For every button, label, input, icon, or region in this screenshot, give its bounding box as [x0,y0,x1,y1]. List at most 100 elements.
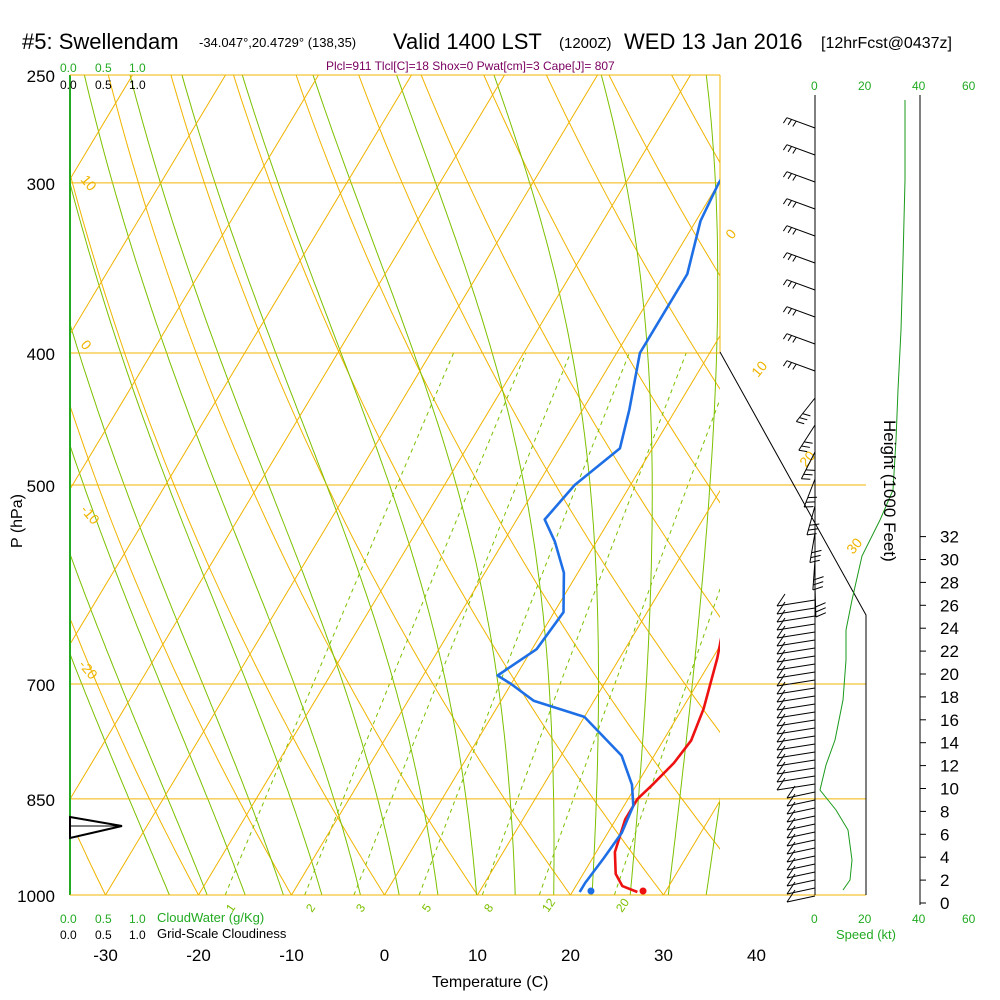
wind-barb-feather [792,336,797,343]
mixing-ratio-label: 8 [481,901,496,915]
wind-barb-feather [786,785,796,799]
parcel-indices: Plcl=911 Tlcl[C]=18 Shox=0 Pwat[cm]=3 Ca… [326,59,615,73]
temperature-tick-label: -30 [93,946,118,965]
height-tick-label: 22 [940,642,959,661]
dry-adiabat-line [845,51,1000,924]
wind-barb [786,799,816,807]
mixing-ratio-line [224,352,455,895]
dry-adiabats [70,51,1000,924]
wind-barb-feather [787,146,792,153]
temperature-tick-label: 0 [380,946,389,965]
height-tick-label: 28 [940,573,959,592]
moist-adiabat-line [181,75,439,895]
wind-barb [795,397,816,422]
scale-tick-label: 0.5 [95,912,112,926]
pressure-tick-label: 300 [27,175,55,194]
wind-barb-feather [787,308,792,315]
dry-adiabat-line [420,75,720,618]
wind-barb-feather [787,227,792,234]
wind-barb-feather [776,665,786,679]
height-tick-label: 12 [940,757,959,776]
wind-speed-tick: 40 [912,912,926,926]
wind-barb-feather [792,363,797,370]
wind-barb-feather [792,282,797,289]
moist-adiabat-line [83,75,362,895]
moist-adiabat-line [70,322,284,895]
cloudiness-scale-bottom: 0.0 0.5 1.0 [60,928,146,942]
wind-barb [809,532,816,563]
wind-barb [786,895,816,903]
wind-barb-feather [815,607,826,613]
wind-barb-feather [811,549,822,554]
wind-barb-feather [813,581,824,586]
station-title: #5: Swellendam [22,29,179,54]
station-coords: -34.047°,20.4729° (138,35) [199,35,356,50]
isotherm-label: 30 [843,535,865,557]
wind-barb-feather [776,593,786,607]
wind-barb-feather [786,889,796,903]
wind-barb [786,879,816,887]
wind-barb-feather [801,478,811,480]
profiles [496,178,720,894]
wind-barb-feather [786,849,796,863]
dry-adiabat-line [107,75,479,895]
wind-barb-feather [776,641,786,655]
mixing-ratio-label: 3 [353,901,368,915]
speed-label: Speed (kt) [836,927,896,942]
wind-barb-feather [786,857,796,871]
moist-adiabat-line [70,552,208,895]
height-tick-label: 24 [940,619,959,638]
wind-barb-feather [787,281,792,288]
wind-barb-feather [776,609,786,623]
height-tick-label: 8 [940,802,949,821]
temperature-tick-label: 10 [468,946,487,965]
wind-barb-feather [792,309,797,316]
surface-dewpoint-dot [587,887,595,895]
wind-barb-feather [787,254,792,261]
dry-adiabat-line [232,75,665,895]
temperature-tick-label: 20 [561,946,580,965]
wind-panel-boundary [719,351,867,895]
temperature-tick-label: -10 [279,946,304,965]
wind-speed-tick: 0 [811,912,818,926]
moist-adiabat-line [667,75,719,895]
wind-barb-feather [776,601,786,615]
wind-barb-feather [776,729,786,743]
temperature-tick-label: -20 [186,946,211,965]
isotherm-label: 10 [78,172,100,194]
scale-tick-label: 0.5 [95,61,112,75]
wind-barb-feather [787,200,792,207]
wind-barb-feather [776,713,786,727]
pressure-tick-label: 250 [27,67,55,86]
wind-barb-feather [798,449,808,453]
wind-barb-feather [776,681,786,695]
dry-adiabat-line [70,616,200,895]
wind-barb-feather [776,617,786,631]
wind-barb-feather [776,657,786,671]
pressure-tick-label: 700 [27,676,55,695]
wind-barb-feather [792,147,797,154]
pressure-tick-label: 400 [27,345,55,364]
moist-adiabat-line [70,652,170,895]
height-tick-label: 32 [940,528,959,547]
wind-barb-feather [792,228,797,235]
wind-barb-feather [782,333,788,340]
wind-barb-feather [776,777,786,791]
wind-barb-feather [782,360,788,367]
utc-time: (1200Z) [559,35,612,52]
isotherm-line [477,489,720,895]
wind-barb-feather [782,144,788,151]
wind-barb-feather [782,225,788,232]
valid-time: Valid 1400 LST [393,29,542,54]
wind-speed-profile [819,100,906,891]
height-tick-label: 30 [940,551,959,570]
wind-barb-feather [787,119,792,126]
y-axis-label: P (hPa) [9,494,26,548]
wind-barb-feather [786,801,796,815]
mixing-ratio-line [613,587,720,895]
wind-barbs [776,117,827,903]
wind-speed-tick: 60 [962,79,976,93]
isotherm-label: 0 [78,337,95,353]
wind-barb-feather [786,825,796,839]
